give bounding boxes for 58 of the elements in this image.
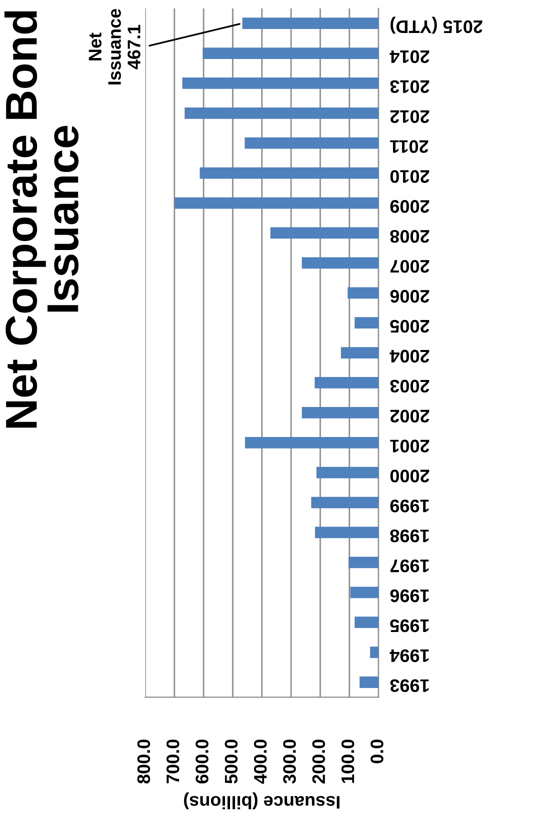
- x-tick-label: 400.0: [254, 740, 267, 784]
- x-axis-title: Issuance (billions): [184, 792, 340, 810]
- y-tick-label: 2010: [390, 170, 430, 183]
- bar: [340, 347, 379, 358]
- y-tick-label: 1997: [390, 559, 429, 572]
- bar: [348, 556, 379, 568]
- y-tick-label: 2006: [390, 290, 430, 303]
- text: Net Corporate Bond Issuance: [4, 11, 79, 428]
- bar: [184, 107, 379, 119]
- y-tick-label: 2009: [390, 200, 430, 213]
- bar: [314, 377, 379, 388]
- bar: [354, 317, 379, 329]
- bar: [314, 526, 379, 538]
- annotation: Net Issuance 467.1: [88, 8, 140, 84]
- x-tick-label: 100.0: [341, 740, 354, 783]
- bar: [354, 616, 379, 628]
- y-tick-label: 2015 (YTD): [390, 16, 482, 34]
- x-tick-label: 0.0: [370, 740, 384, 764]
- y-tick-label: 2000: [390, 470, 430, 482]
- y-tick-label: 2013: [390, 80, 430, 94]
- y-tick-label: 1993: [390, 679, 429, 692]
- y-tick-label: 2005: [390, 320, 430, 333]
- y-tick-label: 2002: [390, 410, 430, 422]
- x-tick-label: 800.0: [137, 740, 150, 784]
- x-tick-label: 300.0: [283, 740, 296, 784]
- y-tick-label: 2003: [390, 380, 430, 393]
- bar: [200, 167, 379, 179]
- y-tick-label: 2007: [390, 260, 430, 273]
- x-tick-label: 700.0: [166, 740, 180, 784]
- bar: [360, 676, 379, 688]
- y-tick-label: 1994: [390, 649, 429, 662]
- bar: [350, 586, 379, 598]
- bar: [370, 646, 379, 658]
- bar: [348, 287, 379, 299]
- x-tick-label: 200.0: [312, 740, 326, 784]
- bar: [316, 466, 379, 478]
- bar: [311, 496, 379, 508]
- bar: [244, 436, 379, 448]
- y-tick-label: 2014: [390, 50, 430, 64]
- bar: [302, 257, 379, 269]
- bar: [174, 197, 379, 209]
- bar: [202, 48, 379, 59]
- x-tick-label: 500.0: [224, 740, 238, 784]
- bar: [242, 18, 379, 30]
- y-tick-label: 2012: [390, 110, 430, 123]
- bar: [270, 227, 379, 239]
- y-tick-label: 2001: [390, 440, 430, 452]
- y-tick-label: 2004: [390, 350, 430, 363]
- x-tick-label: 600.0: [196, 740, 208, 784]
- bar: [302, 406, 379, 418]
- y-tick-label: 1995: [390, 619, 429, 632]
- y-tick-label: 1996: [390, 589, 429, 602]
- bar: [244, 137, 379, 149]
- bar: [182, 78, 379, 89]
- y-tick-label: 2011: [390, 140, 428, 153]
- y-tick-label: 2008: [390, 230, 430, 243]
- y-tick-label: 1998: [390, 530, 429, 542]
- y-tick-label: 1999: [390, 500, 429, 512]
